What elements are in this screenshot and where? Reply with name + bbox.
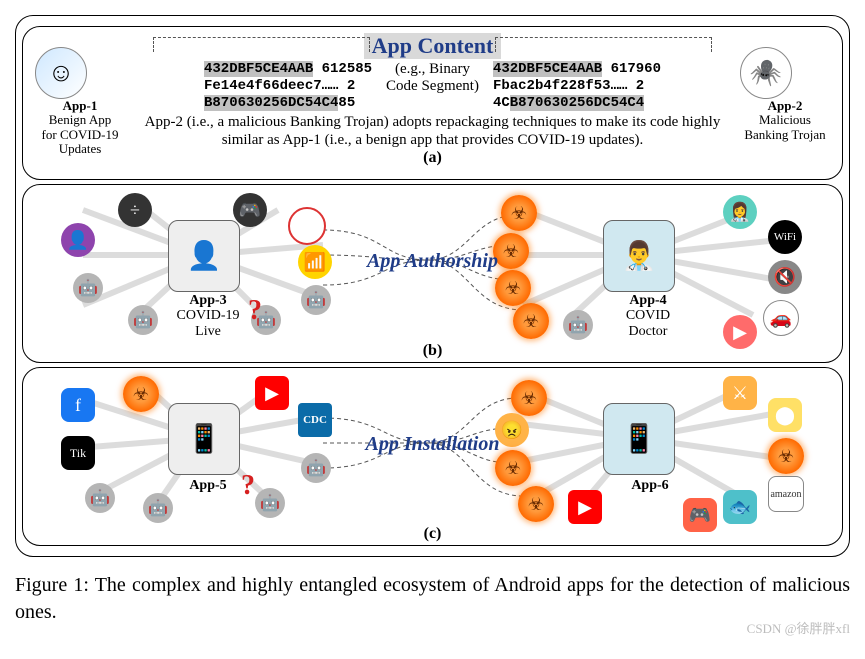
hr-l3b: B870630256DC54C4 (510, 95, 644, 111)
hl-l1b: 612585 (322, 61, 372, 77)
android-icon-c3: 🤖 (301, 453, 331, 483)
game-icon-2: 🐟 (723, 490, 757, 524)
pokemon-icon: ⬤ (768, 398, 802, 432)
android-icon-c2: 🤖 (143, 493, 173, 523)
hr-l1b: 617960 (611, 61, 661, 77)
hazard-icon-b1: ☣ (501, 195, 537, 231)
wifi-icon: 📶 (298, 245, 332, 279)
amazon-icon: amazon (768, 476, 804, 512)
hazard-icon-c4: ☣ (518, 486, 554, 522)
app2-sub: Malicious Banking Trojan (740, 113, 830, 142)
hazard-icon-b4: ☣ (513, 303, 549, 339)
bracket-right (495, 37, 712, 52)
app6-label: App-6 (595, 478, 705, 493)
app4-label: App-4 COVID Doctor (593, 293, 703, 339)
hash-left: 432DBF5CE4AAB 612585 Fe14e4f66deec7…… 2 … (204, 61, 372, 111)
hr-l2a: Fbac2b4f228f53…… (493, 78, 627, 94)
app1-name: App-1 (35, 99, 125, 113)
hazard-icon-b3: ☣ (495, 270, 531, 306)
play-icon: ▶ (723, 315, 757, 349)
panel-a: ☺ App-1 Benign App for COVID-19 Updates … (22, 26, 843, 180)
title-a: App Content (364, 33, 502, 59)
app2-block: 🕷️ App-2 Malicious Banking Trojan (740, 47, 830, 142)
hl-l1a: 432DBF5CE4AAB (204, 61, 313, 77)
hazard-icon-c1: ☣ (123, 376, 159, 412)
panel-letter-b: (b) (423, 342, 443, 360)
app6-hub: 📱 (603, 403, 675, 475)
app6-name: App-6 (631, 478, 668, 493)
app5-name: App-5 (189, 478, 226, 493)
hazard-icon-b2: ☣ (493, 233, 529, 269)
android-icon-5: 🤖 (563, 310, 593, 340)
mute-icon: 🔇 (768, 260, 802, 294)
hazard-icon-c5: ☣ (768, 438, 804, 474)
app3-hub: 👤 (168, 220, 240, 292)
android-icon-c1: 🤖 (85, 483, 115, 513)
app3-name: App-3 (189, 293, 226, 308)
panel-c: f Tik ☣ 🤖 🤖 ▶ CDC 🤖 🤖 📱 App-5 ? ☣ 😠 ☣ ☣ … (22, 367, 843, 546)
figure-container: ☺ App-1 Benign App for COVID-19 Updates … (15, 15, 850, 557)
desc-a: App-2 (i.e., a malicious Banking Trojan)… (128, 113, 737, 149)
hl-l3b: 85 (338, 95, 355, 111)
bracket-left (153, 37, 370, 52)
panel-letter-c: (c) (424, 525, 442, 543)
app3-sub: COVID-19 Live (177, 308, 240, 338)
app2-name: App-2 (740, 99, 830, 113)
android-icon-1: 🤖 (73, 273, 103, 303)
hl-l2a: Fe14e4f66deec7…… (204, 78, 338, 94)
question-mark-c: ? (241, 470, 255, 502)
nurse-icon: 👩‍⚕️ (723, 195, 757, 229)
panel-b: 👤 ÷ 🤖 🤖 🤖 🎮 📶 ☺ 🤖 👤 App-3 COVID-19 Live … (22, 184, 843, 363)
benign-bubble-icon: ☺ (288, 207, 326, 245)
app1-sub: Benign App for COVID-19 Updates (35, 113, 125, 156)
app5-hub: 📱 (168, 403, 240, 475)
app4-name: App-4 (629, 293, 666, 308)
hl-l2b: 2 (347, 78, 355, 94)
title-c: App Installation (366, 433, 500, 456)
app4-hub: 👨‍⚕️ (603, 220, 675, 292)
app1-block: ☺ App-1 Benign App for COVID-19 Updates (35, 47, 125, 156)
app4-sub: COVID Doctor (626, 308, 670, 338)
calc-icon: ÷ (118, 193, 152, 227)
youtube-icon: ▶ (255, 376, 289, 410)
game-icon-3: 🎮 (683, 498, 717, 532)
clash-icon: ⚔ (723, 376, 757, 410)
hr-l3a: 4C (493, 95, 510, 111)
person-icon: 👤 (61, 223, 95, 257)
hl-l3a: B870630256DC54C4 (204, 95, 338, 111)
youtube-icon-2: ▶ (568, 490, 602, 524)
android-icon-4: 🤖 (301, 285, 331, 315)
tiktok-icon: Tik (61, 436, 95, 470)
title-b: App Authorship (367, 250, 498, 273)
game-char-icon: 😠 (495, 413, 529, 447)
facebook-icon: f (61, 388, 95, 422)
hazard-icon-c3: ☣ (495, 450, 531, 486)
wifi-black-icon: WiFi (768, 220, 802, 254)
hazard-icon-c2: ☣ (511, 380, 547, 416)
app3-label: App-3 COVID-19 Live (153, 293, 263, 339)
dark-app-icon: 🎮 (233, 193, 267, 227)
car-icon: 🚗 (763, 300, 799, 336)
panel-letter-a: (a) (33, 149, 832, 167)
hr-l2b: 2 (636, 78, 644, 94)
hash-right: 432DBF5CE4AAB 617960 Fbac2b4f228f53…… 2 … (493, 61, 661, 111)
cdc-icon: CDC (298, 403, 332, 437)
subtitle-a: (e.g., Binary Code Segment) (386, 61, 479, 95)
hr-l1a: 432DBF5CE4AAB (493, 61, 602, 77)
question-mark-b: ? (248, 295, 262, 327)
watermark: CSDN @徐胖胖xfl (15, 618, 850, 637)
